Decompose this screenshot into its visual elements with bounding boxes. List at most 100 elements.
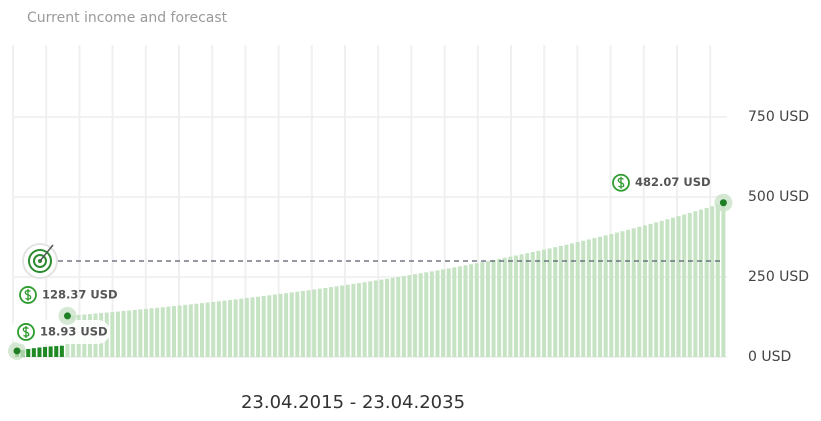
- bar: [401, 276, 406, 357]
- bar: [513, 255, 518, 357]
- bar: [441, 269, 446, 357]
- bar: [222, 300, 227, 357]
- bar: [228, 299, 233, 357]
- bar: [502, 257, 507, 357]
- value-label: 128.37 USD: [42, 287, 118, 301]
- bar: [362, 282, 367, 357]
- bar: [693, 211, 698, 357]
- y-tick-label: 750 USD: [748, 109, 809, 125]
- bar: [43, 346, 48, 357]
- point-dot: [63, 312, 71, 320]
- bar: [659, 220, 664, 357]
- bar: [340, 285, 345, 357]
- bar: [373, 280, 378, 357]
- bar: [110, 312, 115, 357]
- bar: [637, 226, 642, 357]
- bar: [166, 306, 171, 357]
- bar: [334, 286, 339, 357]
- bar: [312, 289, 317, 357]
- y-tick-label: 250 USD: [748, 269, 809, 285]
- target-ring: [33, 254, 47, 268]
- bar: [614, 232, 619, 357]
- bar: [424, 272, 429, 357]
- bar: [469, 264, 474, 357]
- bar: [300, 290, 305, 357]
- bar: [239, 298, 244, 357]
- bar: [687, 212, 692, 357]
- dollar-sign: [617, 176, 625, 189]
- bar: [609, 233, 614, 357]
- bar: [127, 310, 132, 357]
- bar: [620, 231, 625, 357]
- bar: [48, 346, 53, 357]
- bar: [356, 283, 362, 357]
- bar: [396, 276, 401, 357]
- bar: [654, 222, 659, 357]
- bar: [485, 261, 490, 357]
- bar: [553, 247, 558, 357]
- bar: [418, 273, 423, 357]
- bar: [682, 214, 687, 357]
- bar: [143, 308, 148, 357]
- bar: [121, 311, 126, 357]
- bar: [177, 305, 182, 357]
- bar: [603, 235, 608, 357]
- bar: [670, 217, 675, 357]
- bar: [160, 307, 165, 357]
- bar: [710, 206, 715, 357]
- bar: [295, 291, 300, 357]
- bar: [575, 242, 580, 357]
- bar: [491, 260, 496, 357]
- bar: [317, 288, 322, 357]
- bar: [188, 304, 193, 357]
- target-arrow: [39, 244, 54, 262]
- bar: [328, 287, 333, 357]
- point-dot: [719, 199, 727, 207]
- bar: [26, 348, 31, 357]
- bar: [715, 204, 720, 357]
- bar: [132, 309, 137, 357]
- bar: [642, 225, 647, 357]
- chart-title: Current income and forecast: [27, 10, 228, 26]
- bar: [525, 253, 530, 357]
- bar: [452, 267, 457, 357]
- bar: [216, 301, 221, 357]
- bar: [446, 268, 451, 357]
- label-pill: [10, 319, 110, 344]
- bar: [586, 239, 591, 357]
- bar: [435, 270, 440, 357]
- bar: [115, 311, 120, 357]
- bar: [631, 228, 636, 357]
- bar: [54, 346, 59, 357]
- bar: [648, 223, 653, 357]
- bar: [345, 284, 350, 357]
- bar: [267, 295, 272, 357]
- dollar-icon: [19, 286, 37, 304]
- value-label: 482.07 USD: [635, 175, 711, 189]
- bar: [413, 274, 418, 357]
- bar: [721, 202, 726, 357]
- bar: [183, 304, 188, 357]
- bar: [385, 278, 390, 357]
- bar: [530, 252, 535, 357]
- bar: [278, 293, 283, 357]
- bar: [211, 301, 216, 357]
- bar: [272, 294, 277, 357]
- bar: [598, 236, 603, 357]
- bar: [200, 303, 205, 357]
- bar: [390, 277, 395, 357]
- bar: [37, 347, 42, 357]
- bar: [474, 263, 479, 357]
- bar: [547, 248, 552, 357]
- bar: [564, 244, 569, 357]
- y-tick-label: 0 USD: [748, 349, 791, 365]
- bar: [323, 287, 328, 357]
- bar: [233, 299, 238, 357]
- bar: [541, 249, 547, 357]
- bar: [31, 348, 36, 357]
- bar: [581, 240, 586, 357]
- dollar-sign: [22, 325, 30, 338]
- bar: [704, 207, 709, 357]
- bar: [519, 254, 524, 357]
- bar: [536, 250, 541, 357]
